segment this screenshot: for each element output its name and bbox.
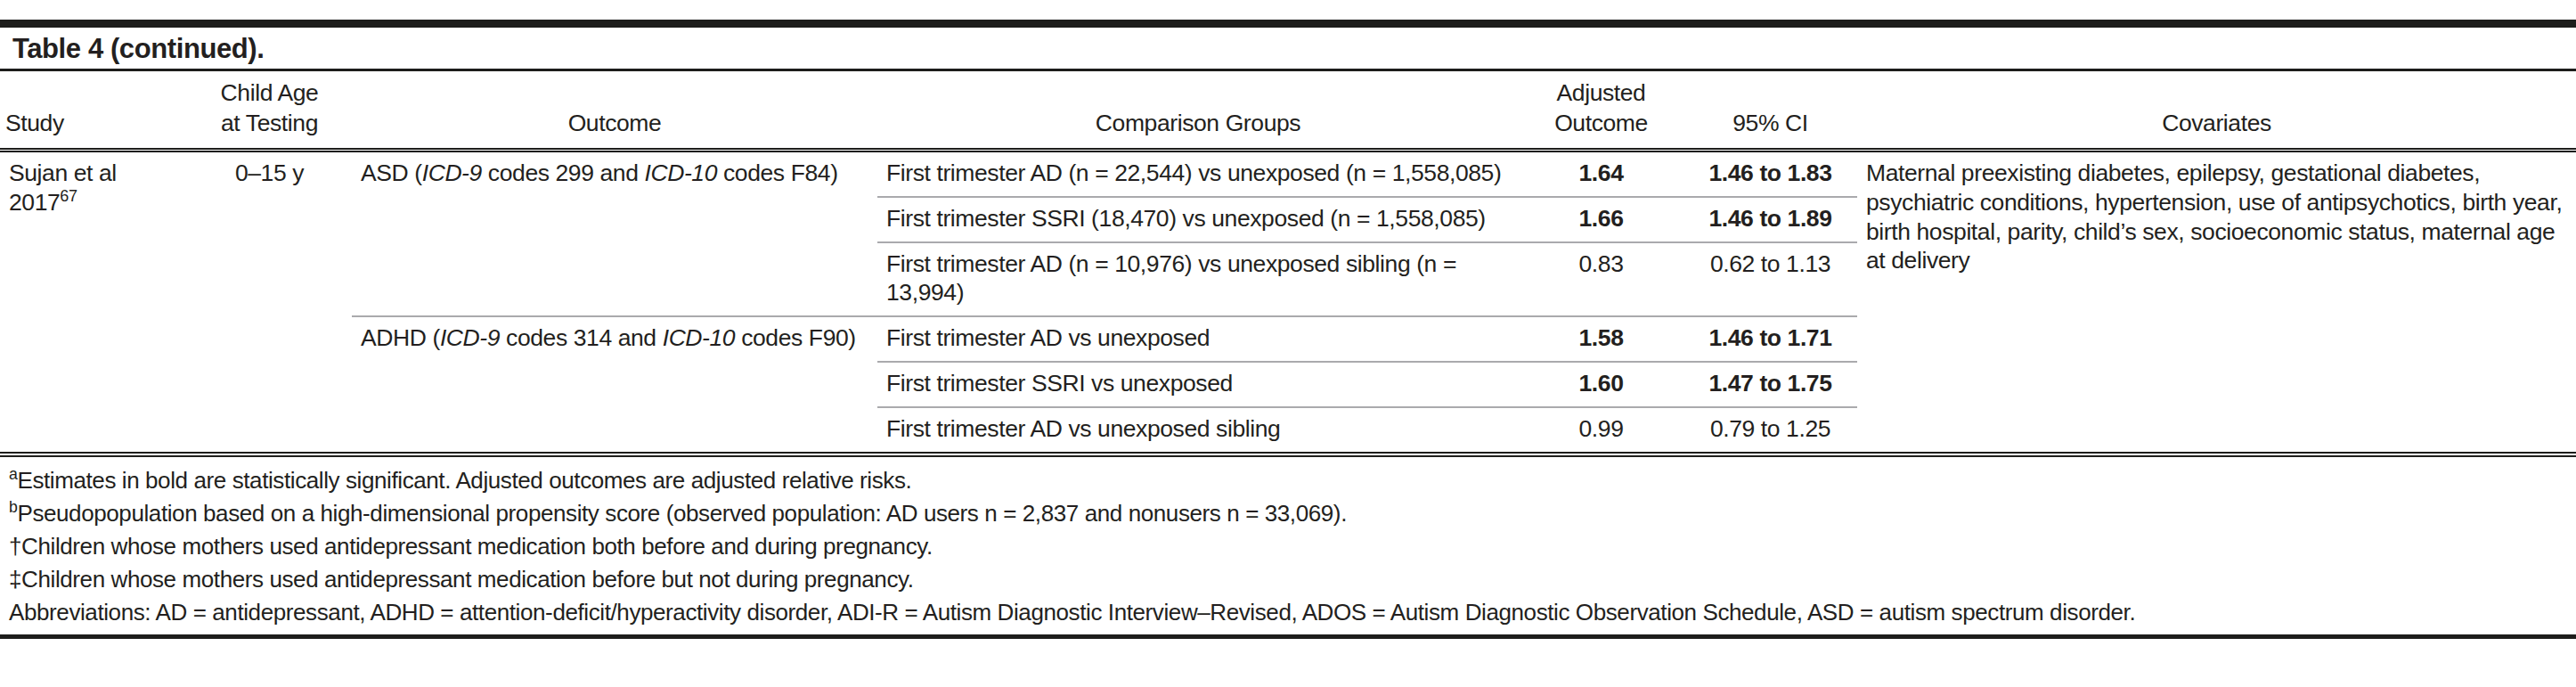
adjusted-outcome-cell: 0.99 bbox=[1519, 407, 1683, 452]
footnotes: aEstimates in bold are statistically sig… bbox=[9, 464, 2576, 629]
col-header-adjusted-outcome: Adjusted Outcome bbox=[1519, 71, 1683, 150]
study-results-table: Study Child Age at Testing Outcome Compa… bbox=[0, 71, 2576, 452]
table-body: Sujan et al 201767 0–15 y ASD (ICD-9 cod… bbox=[0, 150, 2576, 452]
child-age-cell: 0–15 y bbox=[187, 150, 352, 452]
outcome-adhd-pre: ADHD ( bbox=[361, 324, 440, 351]
outcome-asd-mid: codes 299 and bbox=[482, 159, 645, 186]
footnote-b-text: Pseudopopulation based on a high-dimensi… bbox=[17, 500, 1347, 527]
ci-cell: 0.62 to 1.13 bbox=[1683, 242, 1857, 317]
study-name: Sujan et al bbox=[9, 159, 117, 186]
outcome-asd-icd10: ICD-10 bbox=[644, 159, 717, 186]
outcome-asd-post: codes F84) bbox=[717, 159, 838, 186]
study-year: 2017 bbox=[9, 189, 60, 216]
footnote-dagger-marker: † bbox=[9, 533, 21, 560]
footnote-double-dagger-marker: ‡ bbox=[9, 566, 21, 593]
outcome-adhd-post: codes F90) bbox=[735, 324, 856, 351]
adjusted-outcome-cell: 0.83 bbox=[1519, 242, 1683, 317]
footnote-b: bPseudopopulation based on a high-dimens… bbox=[9, 497, 2576, 530]
adjusted-outcome-cell: 1.64 bbox=[1519, 150, 1683, 196]
comparison-cell: First trimester AD (n = 10,976) vs unexp… bbox=[877, 242, 1519, 317]
footnote-a: aEstimates in bold are statistically sig… bbox=[9, 464, 2576, 497]
footnote-double-dagger-text: Children whose mothers used antidepressa… bbox=[21, 566, 913, 593]
footnote-dagger: †Children whose mothers used antidepress… bbox=[9, 530, 2576, 563]
col-header-child-age: Child Age at Testing bbox=[187, 71, 352, 150]
ci-cell: 1.46 to 1.71 bbox=[1683, 316, 1857, 362]
outcome-cell-adhd: ADHD (ICD-9 codes 314 and ICD-10 codes F… bbox=[352, 316, 877, 452]
table-header: Study Child Age at Testing Outcome Compa… bbox=[0, 71, 2576, 150]
comparison-cell: First trimester SSRI vs unexposed bbox=[877, 362, 1519, 407]
ci-cell: 0.79 to 1.25 bbox=[1683, 407, 1857, 452]
comparison-cell: First trimester AD vs unexposed bbox=[877, 316, 1519, 362]
footnote-abbreviations-text: Abbreviations: AD = antidepressant, ADHD… bbox=[9, 599, 2135, 626]
col-header-adjusted-line1: Adjusted bbox=[1557, 79, 1646, 106]
ci-cell: 1.46 to 1.89 bbox=[1683, 197, 1857, 242]
col-header-study: Study bbox=[0, 71, 187, 150]
table-title: Table 4 (continued). bbox=[12, 34, 2576, 64]
paper-table-page: Table 4 (continued). Study Child Age at … bbox=[0, 20, 2576, 687]
outcome-cell-asd: ASD (ICD-9 codes 299 and ICD-10 codes F8… bbox=[352, 150, 877, 316]
footnote-a-text: Estimates in bold are statistically sign… bbox=[17, 467, 911, 494]
adjusted-outcome-cell: 1.58 bbox=[1519, 316, 1683, 362]
comparison-cell: First trimester AD vs unexposed sibling bbox=[877, 407, 1519, 452]
col-header-covariates: Covariates bbox=[1857, 71, 2576, 150]
outcome-asd-pre: ASD ( bbox=[361, 159, 422, 186]
outcome-adhd-mid: codes 314 and bbox=[500, 324, 663, 351]
ci-cell: 1.46 to 1.83 bbox=[1683, 150, 1857, 196]
bottom-heavy-rule bbox=[0, 634, 2576, 639]
covariates-cell: Maternal preexisting diabetes, epilepsy,… bbox=[1857, 150, 2576, 452]
study-cell: Sujan et al 201767 bbox=[0, 150, 187, 452]
outcome-asd-icd9: ICD-9 bbox=[422, 159, 482, 186]
top-heavy-rule bbox=[0, 20, 2576, 28]
col-header-outcome: Outcome bbox=[352, 71, 877, 150]
col-header-adjusted-line2: Outcome bbox=[1554, 110, 1648, 136]
ci-cell: 1.47 to 1.75 bbox=[1683, 362, 1857, 407]
comparison-cell: First trimester SSRI (18,470) vs unexpos… bbox=[877, 197, 1519, 242]
adjusted-outcome-cell: 1.60 bbox=[1519, 362, 1683, 407]
footnote-abbreviations: Abbreviations: AD = antidepressant, ADHD… bbox=[9, 596, 2576, 629]
col-header-child-age-line2: at Testing bbox=[221, 110, 318, 136]
outcome-adhd-icd9: ICD-9 bbox=[440, 324, 500, 351]
footnote-dagger-text: Children whose mothers used antidepressa… bbox=[21, 533, 933, 560]
col-header-ci: 95% CI bbox=[1683, 71, 1857, 150]
footnote-double-dagger: ‡Children whose mothers used antidepress… bbox=[9, 563, 2576, 596]
outcome-adhd-icd10: ICD-10 bbox=[663, 324, 736, 351]
table-bottom-double-rule bbox=[0, 452, 2576, 457]
comparison-cell: First trimester AD (n = 22,544) vs unexp… bbox=[877, 150, 1519, 196]
col-header-comparison-groups: Comparison Groups bbox=[877, 71, 1519, 150]
adjusted-outcome-cell: 1.66 bbox=[1519, 197, 1683, 242]
header-row: Study Child Age at Testing Outcome Compa… bbox=[0, 71, 2576, 150]
table-row-1: Sujan et al 201767 0–15 y ASD (ICD-9 cod… bbox=[0, 150, 2576, 196]
study-reference-superscript: 67 bbox=[60, 187, 77, 205]
col-header-child-age-line1: Child Age bbox=[221, 79, 319, 106]
